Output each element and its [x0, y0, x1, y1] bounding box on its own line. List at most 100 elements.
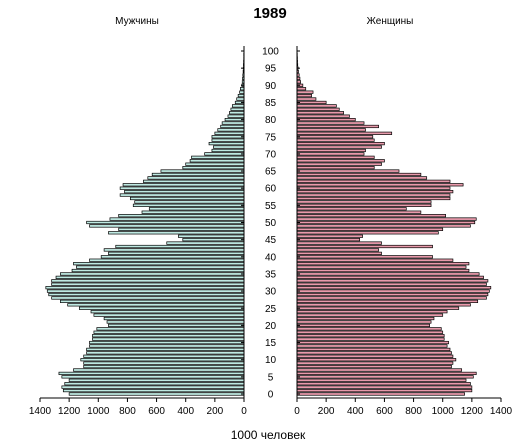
- male-bar-age-40: [100, 255, 245, 259]
- male-bar-age-81: [227, 114, 245, 118]
- male-bar-age-49: [89, 224, 245, 228]
- female-bar-age-85: [296, 100, 327, 105]
- male-bar-age-9: [83, 361, 245, 365]
- male-bar-age-58: [119, 193, 245, 197]
- male-bar-age-39: [89, 258, 245, 262]
- age-tick-label-90: 90: [265, 81, 277, 92]
- age-tick-label-5: 5: [268, 372, 274, 383]
- male-bar-age-87: [237, 93, 245, 98]
- female-bar-age-66: [296, 166, 375, 170]
- male-bar-age-2: [61, 385, 245, 389]
- male-bar-age-57: [129, 196, 245, 201]
- male-x-tick-label-0: 0: [241, 406, 247, 417]
- female-bar-age-74: [296, 138, 375, 142]
- male-bar-age-65: [160, 169, 245, 173]
- male-bar-age-44: [166, 241, 245, 245]
- female-bar-age-12: [296, 351, 452, 355]
- male-bar-age-38: [73, 262, 245, 266]
- male-bar-age-68: [189, 159, 245, 163]
- female-bar-age-54: [296, 207, 407, 211]
- male-bar-age-73: [208, 142, 245, 146]
- female-bar-age-48: [296, 227, 444, 231]
- female-bar-age-40: [296, 255, 433, 259]
- female-bar-age-6: [296, 371, 477, 376]
- age-tick-label-65: 65: [265, 167, 277, 178]
- male-bar-age-74: [211, 138, 245, 142]
- male-bar-age-43: [115, 244, 245, 249]
- female-bar-age-32: [296, 282, 487, 286]
- male-bar-age-48: [118, 227, 245, 231]
- female-bar-age-9: [296, 361, 454, 365]
- male-bar-age-30: [46, 289, 245, 293]
- age-tick-label-40: 40: [265, 252, 277, 263]
- female-bars: [296, 49, 492, 396]
- male-bar-age-31: [45, 286, 245, 290]
- male-bar-age-17: [92, 334, 245, 338]
- female-bar-age-36: [296, 268, 470, 273]
- male-bar-age-41: [108, 251, 245, 255]
- female-bar-age-14: [296, 344, 448, 348]
- male-bar-age-22: [103, 316, 245, 321]
- female-bar-age-50: [296, 220, 476, 225]
- male-bar-age-78: [220, 124, 245, 129]
- male-bar-age-1: [62, 388, 245, 393]
- female-bar-age-82: [296, 111, 344, 115]
- male-bar-age-37: [76, 265, 245, 269]
- male-x-tick-label-400: 400: [177, 406, 194, 417]
- age-tick-label-35: 35: [265, 269, 277, 280]
- male-bar-age-6: [58, 371, 245, 376]
- male-bar-age-13: [86, 347, 245, 352]
- male-bar-age-53: [141, 210, 245, 214]
- male-label: Мужчины: [115, 16, 159, 27]
- male-bar-age-0: [68, 392, 245, 396]
- male-bar-age-15: [89, 340, 245, 345]
- female-bar-age-10: [296, 358, 457, 362]
- male-bar-age-62: [143, 179, 245, 183]
- male-bar-age-18: [93, 330, 245, 334]
- age-tick-label-10: 10: [265, 355, 277, 366]
- female-bar-age-71: [296, 148, 366, 153]
- male-bar-age-23: [93, 313, 245, 317]
- female-bar-age-86: [296, 97, 317, 101]
- female-x-tick-label-1200: 1200: [461, 406, 484, 417]
- age-tick-label-85: 85: [265, 98, 277, 109]
- male-bar-age-59: [124, 190, 245, 194]
- female-bar-age-33: [296, 279, 489, 283]
- female-bar-age-83: [296, 107, 340, 111]
- male-bar-age-42: [103, 248, 245, 252]
- female-x-tick-label-600: 600: [376, 406, 393, 417]
- female-bar-age-77: [296, 128, 366, 132]
- age-tick-label-95: 95: [265, 64, 277, 75]
- female-bar-age-18: [296, 330, 444, 334]
- female-bar-age-62: [296, 179, 451, 183]
- female-bar-age-4: [296, 378, 467, 382]
- male-bar-age-88: [239, 90, 245, 94]
- male-bar-age-55: [132, 203, 245, 207]
- female-bar-age-5: [296, 375, 474, 379]
- male-bar-age-28: [51, 296, 245, 300]
- female-bar-age-15: [296, 340, 449, 345]
- male-bar-age-52: [118, 214, 245, 218]
- female-bar-age-25: [296, 306, 460, 310]
- female-bar-age-43: [296, 244, 433, 249]
- male-bar-age-77: [217, 128, 245, 132]
- male-bar-age-10: [80, 358, 245, 362]
- female-bar-age-21: [296, 320, 432, 324]
- male-bar-age-29: [48, 292, 245, 297]
- female-bar-age-73: [296, 142, 385, 146]
- female-bar-age-84: [296, 104, 337, 108]
- female-bar-age-3: [296, 382, 471, 386]
- male-bar-age-69: [191, 155, 245, 159]
- female-bar-age-55: [296, 203, 432, 207]
- female-bar-age-52: [296, 214, 446, 218]
- female-bar-age-11: [296, 354, 454, 358]
- female-bar-age-67: [296, 162, 382, 166]
- female-bar-age-1: [296, 388, 473, 393]
- female-bar-age-20: [296, 323, 430, 327]
- female-bar-age-78: [296, 124, 379, 129]
- male-bar-age-7: [73, 368, 245, 372]
- male-x-tick-label-1400: 1400: [29, 406, 52, 417]
- female-bar-age-23: [296, 313, 444, 317]
- male-bar-age-20: [108, 323, 245, 327]
